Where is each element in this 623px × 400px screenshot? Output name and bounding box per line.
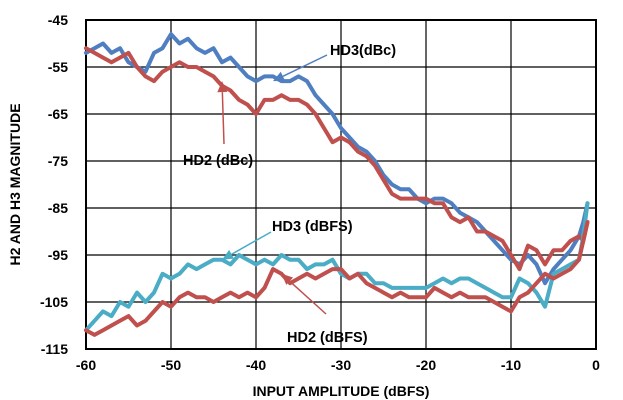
x-tick-label: -20 [416, 357, 436, 373]
annotation-labels: HD3(dBc) HD2 (dBc) HD3 (dBFS) HD2 (dBFS) [183, 43, 396, 346]
y-tick-labels: -45 -55 -65 -75 -85 -95 -105 -115 [40, 12, 68, 357]
y-tick-label: -55 [48, 59, 68, 75]
x-tick-label: 0 [592, 357, 600, 373]
x-tick-label: -50 [161, 357, 181, 373]
series-line-3 [84, 201, 590, 333]
series-line-1 [84, 32, 590, 286]
annotation-arrow-line [231, 231, 272, 255]
y-tick-label: -95 [48, 247, 68, 263]
y-tick-label: -115 [41, 341, 68, 357]
annotation-label: HD2 (dBc) [183, 153, 253, 169]
y-tick-label: -85 [48, 200, 68, 216]
annotation-arrow-line [221, 92, 225, 145]
x-tick-label: -10 [501, 357, 521, 373]
plot-frame [85, 19, 597, 350]
x-tick-label: -60 [76, 357, 96, 373]
x-axis-title: INPUT AMPLITUDE (dBFS) [253, 383, 430, 399]
annotation-arrow-line [282, 54, 328, 77]
annotation-label: HD3 (dBFS) [272, 219, 353, 235]
annotation-arrow-head [281, 273, 294, 285]
x-tick-label: -40 [246, 357, 266, 373]
annotation-arrows [217, 54, 328, 315]
y-axis-title: H2 AND H3 MAGNITUDE [7, 103, 23, 265]
annotation-arrow-head [217, 81, 228, 93]
y-tick-label: -45 [48, 12, 68, 28]
annotation-arrow-line [289, 280, 327, 315]
annotation-arrow-head [273, 71, 286, 82]
y-tick-label: -75 [48, 153, 68, 169]
y-tick-label: -105 [40, 294, 68, 310]
x-tick-label: -30 [331, 357, 351, 373]
series-line-2 [84, 46, 590, 272]
series-layer [84, 32, 590, 337]
x-tick-labels: -60 -50 -40 -30 -20 -10 0 [76, 357, 600, 373]
annotation-arrow-head [222, 249, 235, 260]
y-tick-label: -65 [48, 106, 68, 122]
annotation-label: HD2 (dBFS) [287, 330, 368, 346]
annotation-label: HD3(dBc) [330, 43, 396, 59]
series-line-4 [84, 220, 590, 337]
